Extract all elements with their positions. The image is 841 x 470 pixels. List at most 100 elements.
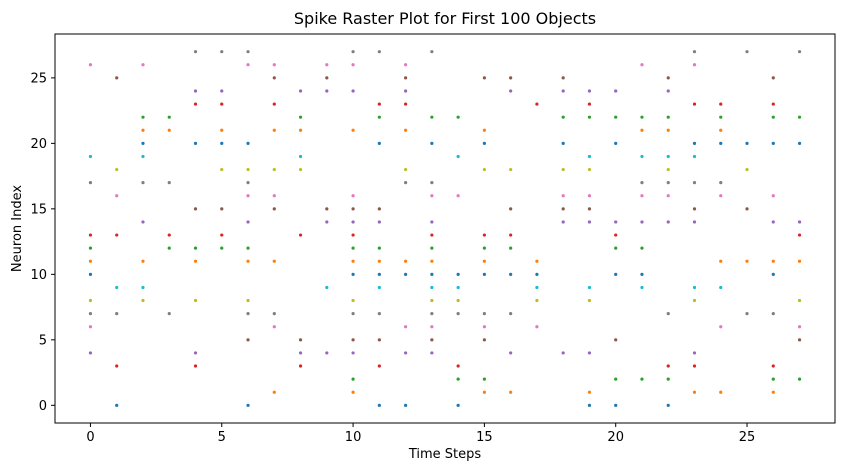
spike-point bbox=[666, 76, 670, 80]
spike-point bbox=[509, 312, 513, 316]
spike-point bbox=[430, 259, 434, 263]
spike-point bbox=[351, 194, 355, 198]
x-tick-label: 5 bbox=[218, 430, 226, 445]
spike-point bbox=[640, 128, 644, 132]
spike-point bbox=[666, 154, 670, 159]
spike-point bbox=[193, 141, 198, 145]
spike-point bbox=[246, 63, 250, 67]
spike-point bbox=[404, 325, 408, 329]
spike-point bbox=[745, 141, 749, 145]
spike-point bbox=[272, 390, 276, 394]
spike-point bbox=[666, 377, 670, 381]
spike-point bbox=[797, 50, 802, 54]
spike-point bbox=[430, 312, 434, 316]
spike-point bbox=[771, 312, 775, 316]
spike-point bbox=[797, 377, 802, 381]
spike-point bbox=[456, 115, 460, 119]
spike-point bbox=[535, 298, 539, 303]
spike-point bbox=[404, 259, 408, 263]
spike-point bbox=[88, 181, 93, 185]
spike-point bbox=[298, 233, 303, 237]
spike-point bbox=[692, 220, 697, 224]
spike-point bbox=[666, 128, 670, 132]
spikes-layer bbox=[88, 50, 802, 407]
spike-point bbox=[587, 207, 592, 211]
spike-point bbox=[535, 272, 539, 276]
spike-point bbox=[430, 298, 434, 303]
spike-point bbox=[614, 246, 618, 250]
spike-point bbox=[456, 285, 460, 290]
spike-point bbox=[797, 233, 802, 237]
spike-point bbox=[272, 167, 276, 172]
spike-point bbox=[430, 325, 434, 329]
spike-point bbox=[797, 338, 802, 342]
spike-point bbox=[797, 115, 802, 119]
spike-point bbox=[482, 233, 486, 237]
spike-point bbox=[666, 312, 670, 316]
spike-point bbox=[115, 312, 119, 316]
spike-point bbox=[246, 259, 250, 263]
spike-point bbox=[666, 115, 670, 119]
spike-point bbox=[115, 233, 119, 237]
spike-point bbox=[167, 233, 171, 237]
spike-point bbox=[404, 128, 408, 132]
spike-point bbox=[298, 167, 303, 172]
spike-point bbox=[88, 154, 93, 159]
spike-point bbox=[587, 102, 592, 106]
spike-point bbox=[430, 115, 434, 119]
spike-point bbox=[771, 364, 775, 368]
spike-point bbox=[351, 259, 355, 263]
spike-point bbox=[719, 259, 723, 263]
spike-point bbox=[246, 194, 250, 198]
spike-point bbox=[351, 338, 355, 342]
spike-point bbox=[298, 154, 303, 159]
spike-point bbox=[666, 220, 670, 224]
spike-point bbox=[404, 102, 408, 106]
spike-point bbox=[298, 115, 303, 119]
spike-point bbox=[272, 128, 276, 132]
spike-point bbox=[377, 246, 381, 250]
spike-point bbox=[561, 141, 565, 145]
spike-point bbox=[640, 285, 644, 290]
spike-point bbox=[167, 128, 171, 132]
spike-point bbox=[404, 351, 408, 355]
spike-point bbox=[509, 207, 513, 211]
spike-point bbox=[167, 181, 171, 185]
spike-point bbox=[167, 115, 171, 119]
spike-point bbox=[115, 364, 119, 368]
spike-point bbox=[771, 194, 775, 198]
spike-point bbox=[351, 50, 355, 54]
spike-point bbox=[587, 351, 592, 355]
spike-point bbox=[351, 351, 355, 355]
spike-point bbox=[771, 141, 775, 145]
spike-point bbox=[561, 351, 565, 355]
spike-point bbox=[509, 246, 513, 250]
spike-point bbox=[614, 141, 618, 145]
spike-point bbox=[115, 403, 119, 407]
spike-point bbox=[141, 285, 145, 290]
spike-point bbox=[141, 154, 145, 159]
spike-point bbox=[614, 338, 618, 342]
spike-point bbox=[561, 167, 565, 172]
spike-point bbox=[272, 259, 276, 263]
spike-point bbox=[88, 233, 93, 237]
spike-point bbox=[561, 115, 565, 119]
spike-point bbox=[482, 338, 486, 342]
spike-point bbox=[141, 220, 145, 224]
spike-point bbox=[377, 272, 381, 276]
spike-point bbox=[377, 259, 381, 263]
spike-point bbox=[298, 338, 303, 342]
spike-point bbox=[193, 298, 198, 303]
spike-point bbox=[587, 298, 592, 303]
spike-point bbox=[614, 233, 618, 237]
spike-point bbox=[456, 312, 460, 316]
spike-point bbox=[614, 89, 618, 93]
spike-point bbox=[88, 246, 93, 250]
spike-point bbox=[587, 390, 592, 394]
spike-point bbox=[377, 207, 381, 211]
spike-point bbox=[141, 115, 145, 119]
spike-point bbox=[535, 285, 539, 290]
spike-point bbox=[640, 220, 644, 224]
spike-point bbox=[325, 351, 329, 355]
spike-point bbox=[745, 259, 749, 263]
